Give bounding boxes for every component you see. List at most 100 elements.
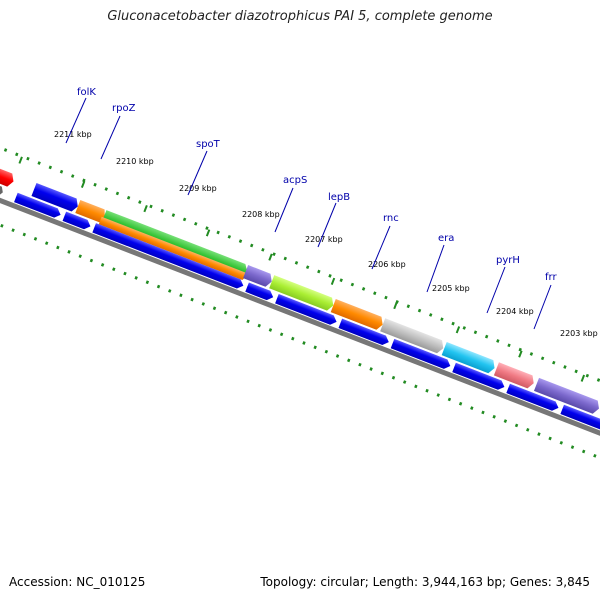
tick-labels: 2211 kbp 2210 kbp 2209 kbp 2208 kbp 2207… [54, 130, 598, 338]
ruler-tick-marks [18, 156, 586, 382]
gene-label-lepB: lepB [328, 192, 350, 203]
topology-summary-text: Topology: circular; Length: 3,944,163 bp… [260, 575, 590, 589]
cds-arrow [338, 318, 389, 345]
gc-dot [216, 230, 220, 235]
gc-dot [37, 161, 41, 165]
gene-leader-lines [65, 97, 552, 330]
gc-dot [552, 360, 556, 365]
gc-dot [145, 280, 150, 285]
gc-dot [291, 336, 295, 341]
ruler-tick [330, 277, 336, 285]
gc-dot [496, 339, 500, 343]
gc-dot [347, 358, 351, 363]
cds-arrow [245, 282, 274, 301]
gc-dot [212, 306, 217, 311]
gc-dot [26, 156, 30, 161]
gc-dot [391, 375, 396, 380]
gc-dot [93, 182, 97, 187]
tick-label-2206: 2206 kbp [368, 260, 406, 269]
gc-dot [15, 152, 19, 157]
gc-dot [294, 261, 299, 265]
gc-dot [205, 226, 209, 230]
gene-rnc-arrow [330, 299, 383, 330]
gc-dot [581, 449, 586, 454]
gc-dot [473, 330, 478, 335]
gc-dot [104, 187, 108, 191]
gc-dot [246, 319, 250, 324]
gc-dot [0, 223, 4, 228]
gc-dot [56, 245, 60, 250]
gc-dot [540, 356, 545, 361]
gc-dot [67, 250, 71, 254]
gc-dot [402, 380, 407, 384]
gc-dot [238, 239, 243, 244]
feature-red-arrow [0, 161, 14, 187]
gc-skew-inner-track [0, 223, 597, 458]
gc-dot [11, 228, 15, 233]
gc-dot [33, 237, 38, 241]
tick-label-2208: 2208 kbp [242, 210, 280, 219]
gc-dot [48, 165, 53, 170]
gc-dot [179, 293, 183, 298]
tick-label-2203: 2203 kbp [560, 329, 598, 338]
gc-dot [361, 287, 366, 291]
gene-purple-right-arrow [533, 377, 599, 414]
gene-labels: folK rpoZ spoT acpS lepB rnc era pyrH fr… [77, 87, 557, 283]
gc-dot [302, 341, 306, 345]
gc-dot [447, 397, 452, 402]
gc-dot [537, 432, 541, 436]
gc-dot [436, 393, 440, 397]
gc-dot [112, 267, 116, 272]
gene-label-pyrH: pyrH [496, 255, 520, 266]
gc-dot [149, 204, 153, 209]
gc-dot [168, 289, 172, 293]
ruler-tick [80, 180, 86, 189]
gc-dot [317, 269, 321, 274]
tick-label-2204: 2204 kbp [496, 307, 534, 316]
gc-dot [470, 406, 474, 410]
gene-label-folK: folK [77, 87, 96, 98]
ruler-tick [455, 326, 461, 334]
gc-dot [484, 334, 489, 339]
gc-dot [507, 343, 511, 348]
gc-dot [596, 378, 600, 382]
gc-dot [481, 410, 485, 415]
gene-folK-arrow [31, 182, 78, 212]
gc-dot [324, 349, 329, 354]
gene-spoT-bar [98, 216, 246, 280]
gc-dot [78, 254, 82, 259]
gc-dot [373, 291, 377, 296]
gc-dot [563, 365, 567, 369]
tick-label-2211: 2211 kbp [54, 130, 92, 139]
gc-dot [335, 354, 340, 358]
ruler-tick [580, 374, 586, 382]
gc-dot [89, 258, 94, 263]
gc-dot [227, 234, 232, 239]
gc-dot [44, 241, 49, 246]
gc-dot [3, 148, 8, 152]
gene-rpoZ-arrow [75, 199, 105, 223]
gc-dot [414, 384, 418, 389]
tick-label-2207: 2207 kbp [305, 235, 343, 244]
gc-dot [126, 195, 131, 200]
gc-dot [529, 352, 534, 356]
gc-dot [451, 321, 455, 326]
cds-arrow [390, 338, 451, 369]
gc-dot [22, 232, 26, 237]
gc-dot [261, 247, 265, 252]
gc-dot [249, 243, 254, 248]
cds-arrow [62, 211, 91, 230]
gc-dot [160, 208, 164, 213]
gc-dot [559, 440, 564, 445]
gc-dot [339, 278, 343, 283]
gc-dot [194, 221, 198, 226]
gene-acpS-arrow [243, 265, 272, 287]
gc-dot [328, 274, 332, 278]
gene-label-acpS: acpS [283, 175, 307, 186]
gene-label-spoT: spoT [196, 139, 221, 150]
gene-label-rpoZ: rpoZ [112, 103, 136, 114]
gc-dot [526, 427, 530, 432]
gc-dot [100, 263, 105, 267]
gc-dot [70, 174, 75, 178]
